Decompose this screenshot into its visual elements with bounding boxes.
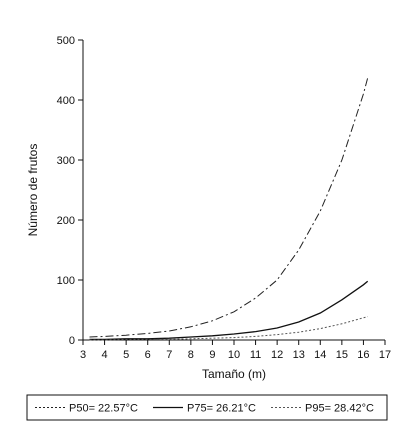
x-tick-label: 7 xyxy=(166,349,172,361)
x-tick-label: 13 xyxy=(293,349,305,361)
y-tick-label: 0 xyxy=(69,335,75,347)
legend: P50= 22.57°C P75= 26.21°C P95= 28.42°C xyxy=(26,394,388,421)
series-line-3 xyxy=(89,316,368,341)
x-tick-label: 4 xyxy=(102,349,108,361)
legend-label-2: P75= 26.21°C xyxy=(187,403,256,415)
x-tick-label: 3 xyxy=(80,349,86,361)
legend-label-1: P50= 22.57°C xyxy=(69,403,138,415)
x-tick-label: 11 xyxy=(250,349,261,361)
x-tick-label: 5 xyxy=(123,349,129,361)
legend-label-3: P95= 28.42°C xyxy=(305,403,374,415)
series-line-1 xyxy=(89,77,369,338)
y-tick-label: 500 xyxy=(57,35,75,47)
x-axis-ticks: 3 4 5 6 7 8 9 10 11 12 13 14 15 16 17 xyxy=(80,340,391,361)
y-tick-label: 300 xyxy=(57,155,75,167)
x-tick-label: 17 xyxy=(379,349,391,361)
x-axis-title: Tamaño (m) xyxy=(202,367,266,381)
x-tick-label: 10 xyxy=(228,349,240,361)
x-tick-label: 8 xyxy=(188,349,194,361)
x-tick-label: 16 xyxy=(357,349,369,361)
y-tick-label: 400 xyxy=(57,95,75,107)
series-line-2 xyxy=(89,280,369,341)
x-tick-label: 15 xyxy=(336,349,348,361)
y-tick-label: 100 xyxy=(57,275,75,287)
series-layer xyxy=(89,77,369,341)
y-tick-label: 200 xyxy=(57,215,75,227)
x-tick-label: 6 xyxy=(145,349,151,361)
y-axis-title: Número de frutos xyxy=(26,144,40,237)
x-tick-label: 12 xyxy=(271,349,283,361)
legend-box xyxy=(26,394,388,421)
x-tick-label: 9 xyxy=(209,349,215,361)
x-tick-label: 14 xyxy=(314,349,326,361)
y-axis-ticks: 0 100 200 300 400 500 xyxy=(57,35,83,347)
